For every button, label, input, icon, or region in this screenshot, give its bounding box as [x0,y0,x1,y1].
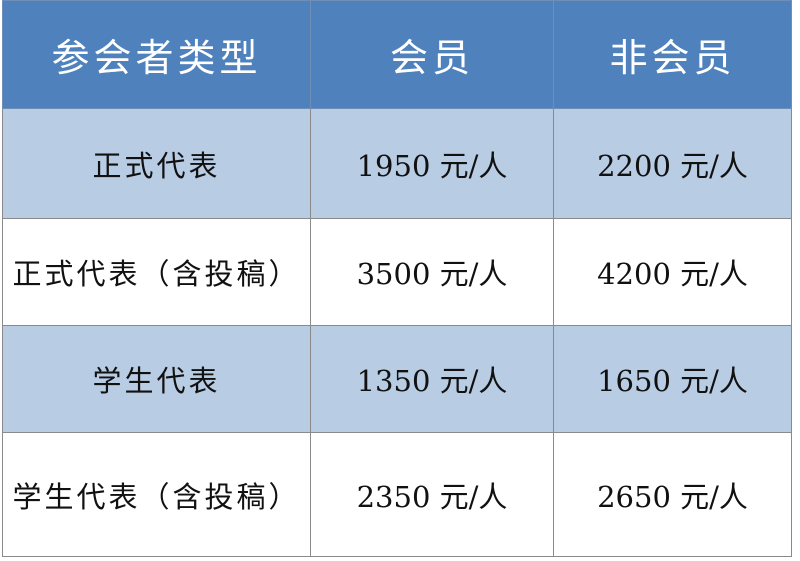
table-row: 正式代表（含投稿） 3500 元/人 4200 元/人 [2,218,792,326]
member-fee-cell: 2350 元/人 [310,432,554,557]
non-member-fee-cell: 2650 元/人 [553,432,792,557]
member-fee-cell: 3500 元/人 [310,218,554,326]
attendee-type-cell: 学生代表 [2,325,311,433]
non-member-fee-cell: 2200 元/人 [553,108,792,219]
table-row: 学生代表 1350 元/人 1650 元/人 [2,325,792,433]
header-attendee-type: 参会者类型 [2,0,311,109]
table-row: 学生代表（含投稿） 2350 元/人 2650 元/人 [2,432,792,557]
table-row: 正式代表 1950 元/人 2200 元/人 [2,108,792,219]
attendee-type-cell: 正式代表 [2,108,311,219]
member-fee-cell: 1350 元/人 [310,325,554,433]
non-member-fee-cell: 1650 元/人 [553,325,792,433]
attendee-type-cell: 正式代表（含投稿） [2,218,311,326]
header-member: 会员 [310,0,554,109]
member-fee-cell: 1950 元/人 [310,108,554,219]
header-non-member: 非会员 [553,0,792,109]
attendee-type-cell: 学生代表（含投稿） [2,432,311,557]
header-row: 参会者类型 会员 非会员 [2,0,792,109]
non-member-fee-cell: 4200 元/人 [553,218,792,326]
